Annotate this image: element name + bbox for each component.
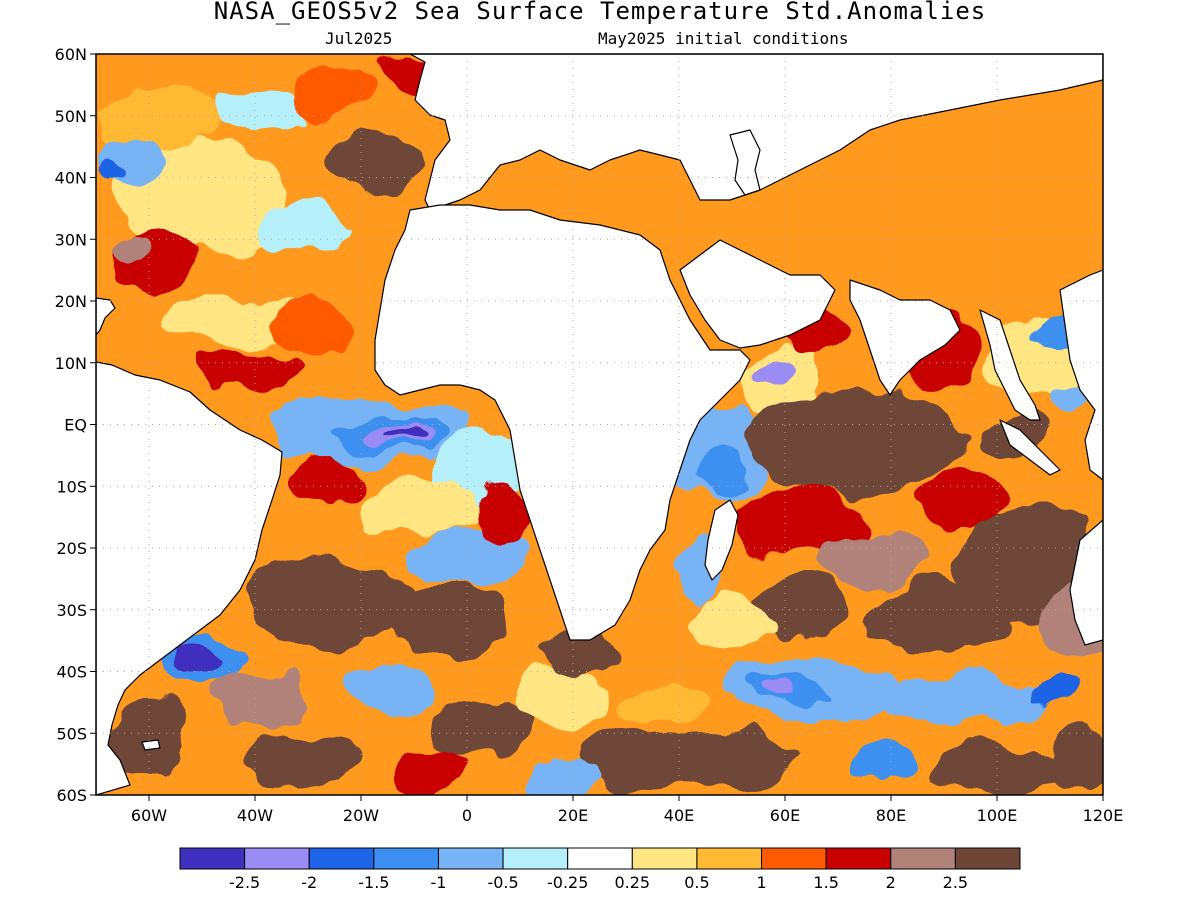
x-tick-label: 40W xyxy=(237,806,273,825)
x-tick-label: 120E xyxy=(1083,806,1124,825)
y-tick-label: 40S xyxy=(56,663,87,682)
y-tick-label: 30N xyxy=(55,230,87,249)
colorbar-label: 2.5 xyxy=(943,873,968,892)
colorbar-swatch xyxy=(308,847,375,870)
y-tick-label: 40N xyxy=(55,169,87,188)
madagascar xyxy=(704,499,739,581)
southeast-asia xyxy=(979,309,1041,421)
colorbar-swatch xyxy=(373,847,439,870)
x-axis: 60W 40W 20W 0 20E 40E 60E 80E 100E 120E xyxy=(131,795,1123,825)
y-tick-label: 10N xyxy=(55,354,87,373)
map-title: NASA_GEOS5v2 Sea Surface Temperature Std… xyxy=(213,0,987,25)
colorbar-label: -0.25 xyxy=(547,873,588,892)
x-tick-label: 100E xyxy=(977,806,1018,825)
europe xyxy=(409,54,1103,211)
colorbar-swatch xyxy=(567,847,633,870)
india xyxy=(849,279,961,396)
y-tick-label: 30S xyxy=(56,601,87,620)
colorbar-label: 2 xyxy=(886,873,896,892)
colorbar-swatch xyxy=(631,847,698,870)
colorbar-label: 1.5 xyxy=(813,873,838,892)
y-tick-label: 50S xyxy=(56,724,87,743)
colorbar-swatch xyxy=(179,847,246,870)
colorbar-label: -2 xyxy=(301,873,317,892)
ocean-field xyxy=(96,54,1103,795)
y-axis: 60N 50N 40N 30N 20N 10N EQ 10S 20S 30S 40S 50S 60S xyxy=(55,45,96,805)
caspian-sea xyxy=(729,129,761,196)
y-tick-label: 20N xyxy=(55,292,87,311)
y-tick-label: 20S xyxy=(56,539,87,558)
colorbar-label: 1 xyxy=(756,873,766,892)
land xyxy=(96,54,1103,795)
forecast-month: Jul2025 xyxy=(325,29,393,48)
y-tick-label: 10S xyxy=(56,477,87,496)
colorbar-label: -1 xyxy=(430,873,446,892)
y-tick-label: 60S xyxy=(56,786,87,805)
colorbar-swatch xyxy=(502,847,569,870)
initial-conditions: May2025 initial conditions xyxy=(598,29,849,48)
x-tick-label: 20W xyxy=(343,806,379,825)
x-tick-label: 60W xyxy=(131,806,167,825)
colorbar-label: -1.5 xyxy=(358,873,389,892)
colorbar-swatch xyxy=(696,847,763,870)
y-tick-label: 60N xyxy=(55,45,87,64)
colorbar: -2.5 -2 -1.5 -1 -0.5 -0.25 0.25 0.5 1 1.5 2 2.5 xyxy=(179,847,1021,892)
colorbar-swatch xyxy=(890,847,956,870)
colorbar-swatch xyxy=(244,847,310,870)
colorbar-swatch xyxy=(761,847,827,870)
x-tick-label: 60E xyxy=(770,806,800,825)
colorbar-label: -0.5 xyxy=(487,873,518,892)
colorbar-label: 0.5 xyxy=(684,873,709,892)
colorbar-label: -2.5 xyxy=(229,873,260,892)
x-tick-label: 80E xyxy=(876,806,906,825)
sumatra xyxy=(999,419,1061,476)
colorbar-swatch xyxy=(954,847,1021,870)
colorbar-swatch xyxy=(825,847,892,870)
x-tick-label: 20E xyxy=(558,806,588,825)
asia-east xyxy=(1059,269,1103,481)
antarctic-peninsula-island xyxy=(141,739,161,751)
south-america xyxy=(96,361,283,795)
colorbar-swatch xyxy=(437,847,504,870)
colorbar-label: 0.25 xyxy=(614,873,650,892)
y-tick-label: 50N xyxy=(55,107,87,126)
africa xyxy=(374,204,751,641)
arabian-peninsula xyxy=(679,239,836,349)
x-tick-label: 40E xyxy=(664,806,694,825)
north-america-coast xyxy=(96,297,116,336)
australia xyxy=(1069,519,1103,646)
y-tick-label: EQ xyxy=(64,416,87,435)
x-tick-label: 0 xyxy=(462,806,472,825)
